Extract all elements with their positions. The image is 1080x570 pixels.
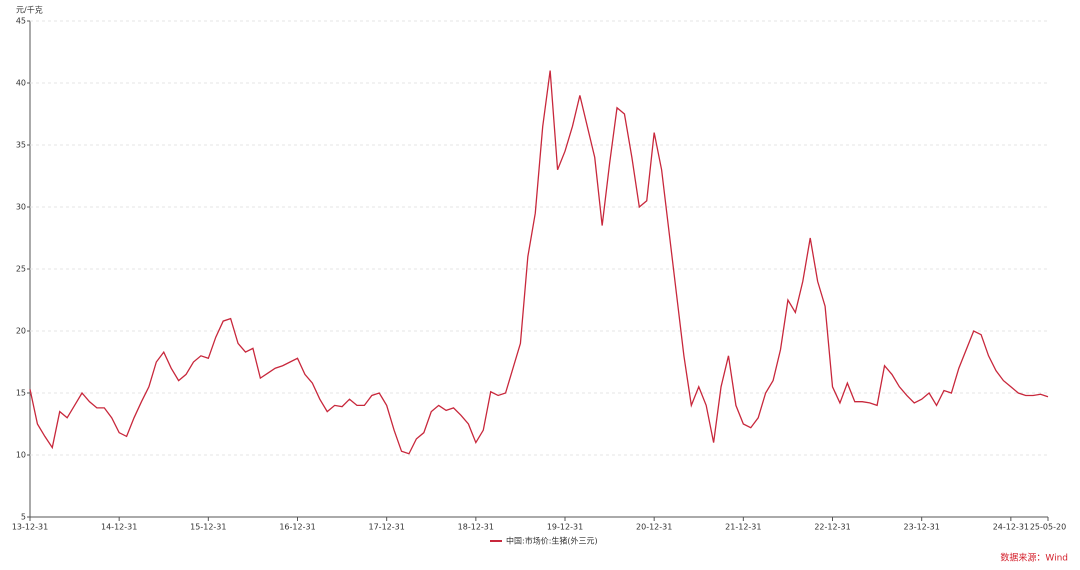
x-tick-label: 15-12-31 bbox=[190, 523, 226, 532]
x-tick-label: 20-12-31 bbox=[636, 523, 672, 532]
y-tick-label: 45 bbox=[16, 17, 26, 26]
x-tick-label: 23-12-31 bbox=[904, 523, 940, 532]
y-tick-label: 40 bbox=[16, 79, 26, 88]
y-axis-unit: 元/千克 bbox=[16, 5, 43, 15]
data-line bbox=[29, 70, 1049, 455]
x-tick-label: 22-12-31 bbox=[814, 523, 850, 532]
x-tick-label: 14-12-31 bbox=[101, 523, 137, 532]
x-tick-label: 18-12-31 bbox=[458, 523, 494, 532]
legend-label: 中国:市场价:生猪(外三元) bbox=[506, 536, 598, 546]
y-tick-label: 25 bbox=[16, 265, 26, 274]
y-tick-label: 10 bbox=[16, 451, 26, 460]
y-tick-label: 35 bbox=[16, 141, 26, 150]
x-tick-label: 13-12-31 bbox=[12, 523, 48, 532]
x-tick-label: 25-05-20 bbox=[1030, 523, 1066, 532]
y-tick-label: 5 bbox=[21, 513, 26, 522]
x-tick-label: 19-12-31 bbox=[547, 523, 583, 532]
y-tick-label: 20 bbox=[16, 327, 26, 336]
x-tick-label: 16-12-31 bbox=[279, 523, 315, 532]
x-tick-label: 24-12-31 bbox=[993, 523, 1029, 532]
y-tick-label: 30 bbox=[16, 203, 26, 212]
x-tick-label: 21-12-31 bbox=[725, 523, 761, 532]
source-note: 数据来源：Wind bbox=[1000, 552, 1068, 564]
x-tick-label: 17-12-31 bbox=[369, 523, 405, 532]
y-tick-label: 15 bbox=[16, 389, 26, 398]
